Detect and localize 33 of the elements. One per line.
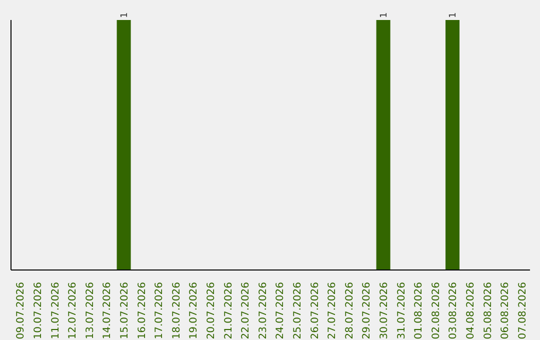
x-tick-label: 13.07.2026 bbox=[84, 282, 96, 340]
x-tick-label: 27.07.2026 bbox=[327, 282, 338, 340]
x-tick-label: 30.07.2026 bbox=[378, 282, 390, 340]
x-tick-label: 25.07.2026 bbox=[292, 282, 304, 340]
x-tick-label: 17.07.2026 bbox=[154, 282, 166, 340]
x-tick-label: 16.07.2026 bbox=[136, 282, 148, 340]
x-tick-label: 24.07.2026 bbox=[275, 282, 286, 340]
x-tick-label: 04.08.2026 bbox=[465, 282, 476, 340]
x-tick-label: 14.07.2026 bbox=[102, 282, 114, 340]
x-tick-label: 29.07.2026 bbox=[362, 282, 373, 340]
x-tick-label: 01.08.2026 bbox=[414, 282, 425, 340]
data-label: 1 bbox=[379, 12, 390, 18]
x-tick-label: 20.07.2026 bbox=[206, 282, 217, 340]
x-tick-label: 09.07.2026 bbox=[16, 282, 27, 340]
x-tick-label: 23.07.2026 bbox=[258, 282, 269, 340]
x-tick-label: 22.07.2026 bbox=[240, 282, 252, 340]
x-tick-label: 26.07.2026 bbox=[310, 282, 321, 340]
x-tick-label: 18.07.2026 bbox=[171, 282, 182, 340]
x-tick-label: 31.07.2026 bbox=[396, 282, 408, 340]
data-label: 1 bbox=[120, 12, 130, 18]
x-tick-label: 02.08.2026 bbox=[430, 282, 442, 340]
x-tick-label: 28.07.2026 bbox=[344, 282, 356, 340]
x-tick-label: 19.07.2026 bbox=[188, 282, 200, 340]
data-label: 1 bbox=[448, 12, 458, 18]
x-tick-label: 07.08.2026 bbox=[517, 282, 528, 340]
x-tick-label: 03.08.2026 bbox=[448, 282, 460, 340]
x-tick-label: 11.07.2026 bbox=[50, 282, 62, 340]
x-tick-label: 10.07.2026 bbox=[32, 282, 44, 340]
x-tick-label: 15.07.2026 bbox=[119, 282, 130, 340]
x-tick-label: 12.07.2026 bbox=[68, 282, 79, 340]
x-tick-label: 21.07.2026 bbox=[223, 282, 234, 340]
x-tick-label: 05.08.2026 bbox=[482, 282, 494, 340]
x-tick-label: 06.08.2026 bbox=[500, 282, 512, 340]
